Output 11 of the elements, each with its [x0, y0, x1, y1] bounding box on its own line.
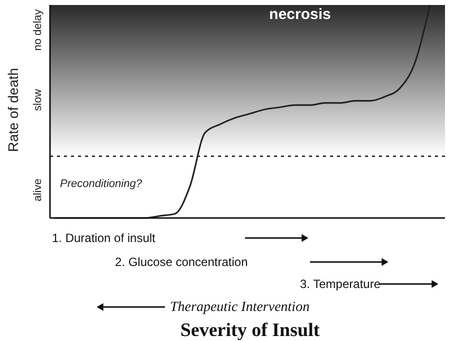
text: 1. Duration of insult [52, 231, 156, 245]
text: no delay [32, 8, 44, 51]
text: 3. Temperature [300, 277, 381, 291]
y-axis-title: Rate of death [5, 68, 21, 152]
annotation: Preconditioning? [60, 178, 143, 190]
annotation: necrosis [269, 6, 331, 23]
text: Severity of Insult [180, 320, 320, 341]
text: alive [32, 178, 44, 202]
text: 2. Glucose concentration [115, 255, 248, 269]
text: Therapeutic Intervention [170, 300, 310, 315]
text: slow [32, 88, 44, 112]
